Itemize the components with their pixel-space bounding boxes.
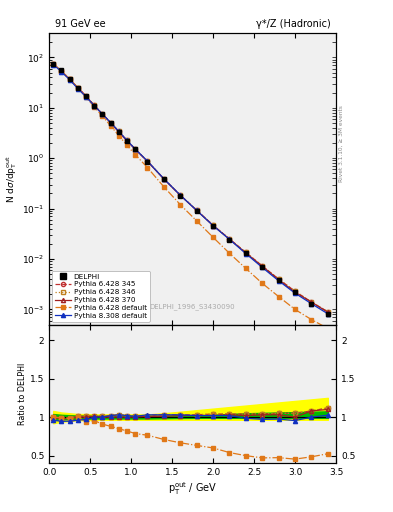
Legend: DELPHI, Pythia 6.428 345, Pythia 6.428 346, Pythia 6.428 370, Pythia 6.428 defau: DELPHI, Pythia 6.428 345, Pythia 6.428 3… [52, 271, 150, 322]
Text: DELPHI_1996_S3430090: DELPHI_1996_S3430090 [150, 303, 235, 310]
Text: 91 GeV ee: 91 GeV ee [55, 19, 105, 29]
X-axis label: p$_{\rm T}^{\rm out}$ / GeV: p$_{\rm T}^{\rm out}$ / GeV [168, 480, 217, 497]
Y-axis label: N d$\sigma$/dp$^{\rm out}_{\rm T}$: N d$\sigma$/dp$^{\rm out}_{\rm T}$ [4, 155, 19, 203]
Text: Rivet 3.1.10, ≥ 3M events: Rivet 3.1.10, ≥ 3M events [339, 105, 344, 182]
Y-axis label: Ratio to DELPHI: Ratio to DELPHI [18, 363, 27, 425]
Text: γ*/Z (Hadronic): γ*/Z (Hadronic) [255, 19, 330, 29]
